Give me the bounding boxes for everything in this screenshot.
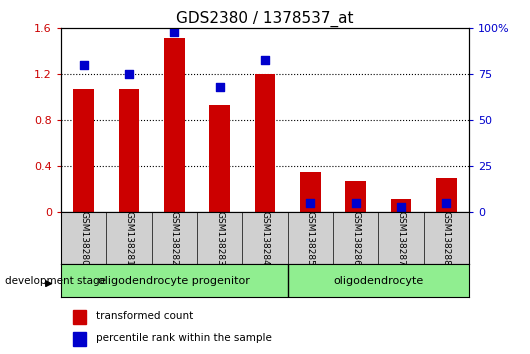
Bar [300, 172, 321, 212]
Bar [73, 310, 86, 324]
Text: GSM138282: GSM138282 [170, 211, 179, 266]
Text: oligodendrocyte: oligodendrocyte [333, 275, 423, 286]
Text: transformed count: transformed count [95, 312, 193, 321]
Text: GSM138281: GSM138281 [125, 211, 134, 266]
Text: oligodendrocyte progenitor: oligodendrocyte progenitor [99, 275, 250, 286]
Text: GSM138284: GSM138284 [261, 211, 269, 266]
Text: development stage: development stage [5, 276, 107, 286]
Point [261, 57, 269, 62]
Bar [209, 105, 230, 212]
Text: percentile rank within the sample: percentile rank within the sample [95, 333, 271, 343]
Point [125, 72, 133, 77]
Point [351, 200, 360, 206]
Text: GSM138287: GSM138287 [396, 211, 405, 266]
Text: GSM138280: GSM138280 [79, 211, 88, 266]
Point [80, 62, 88, 68]
Bar [346, 181, 366, 212]
Point [170, 29, 179, 35]
Bar [391, 199, 411, 212]
Bar [164, 38, 184, 212]
Text: GSM138283: GSM138283 [215, 211, 224, 266]
Text: GSM138288: GSM138288 [442, 211, 451, 266]
Bar [74, 89, 94, 212]
Point [397, 204, 405, 210]
Bar [255, 74, 275, 212]
Title: GDS2380 / 1378537_at: GDS2380 / 1378537_at [176, 11, 354, 27]
Bar [436, 178, 456, 212]
Bar [119, 89, 139, 212]
Bar [73, 332, 86, 346]
Point [306, 200, 315, 206]
Point [215, 84, 224, 90]
Text: GSM138286: GSM138286 [351, 211, 360, 266]
Text: GSM138285: GSM138285 [306, 211, 315, 266]
Point [442, 200, 450, 206]
